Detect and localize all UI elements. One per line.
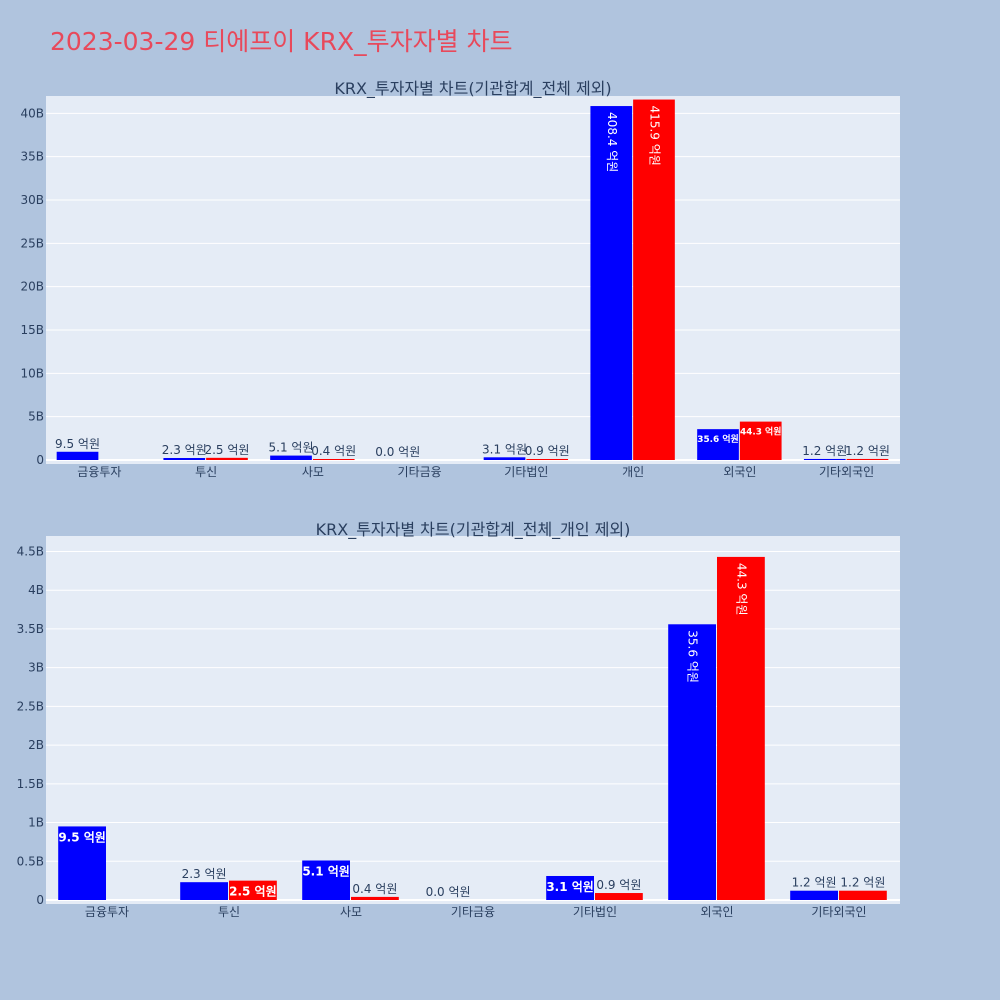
data-label: 1.2 억원	[792, 876, 837, 890]
x-tick-label: 기타법인	[504, 465, 548, 479]
y-tick-label: 1.5B	[17, 777, 44, 791]
bar	[546, 875, 594, 900]
chart-2: 0 0.5B 1B 1.5B 2B 2.5B 3B 3.5B 4B 4.5B KRX_투자자별 차트…	[17, 520, 900, 919]
x-tick-label: 기타외국인	[819, 465, 874, 479]
bar	[351, 896, 399, 900]
chart-title: KRX_투자자별 차트(기관합계_전체_개인 제외)	[316, 520, 631, 540]
data-label: 5.1 억원	[269, 441, 314, 455]
data-label: 1.2 억원	[840, 876, 885, 890]
x-tick-label: 투신	[195, 465, 217, 479]
x-tick-label: 사모	[340, 905, 362, 919]
bar	[526, 459, 569, 460]
x-tick-label: 개인	[622, 465, 644, 479]
x-tick-label: 사모	[302, 465, 324, 479]
y-tick-label: 0	[36, 893, 44, 907]
bar	[163, 458, 206, 460]
y-tick-label: 15B	[20, 323, 44, 337]
y-tick-label: 4.5B	[17, 544, 44, 558]
data-label: 44.3 억원	[740, 426, 781, 438]
x-tick-label: 외국인	[723, 465, 756, 479]
y-tick-label: 2B	[28, 738, 44, 752]
y-tick-label: 10B	[20, 366, 44, 380]
page-title: 2023-03-29 티에프이 KRX_투자자별 차트	[50, 27, 513, 56]
y-tick-label: 35B	[20, 150, 44, 164]
plot-area	[46, 96, 900, 464]
data-label: 5.1 억원	[302, 865, 350, 879]
x-tick-label: 기타금융	[398, 465, 442, 479]
bar	[180, 882, 228, 900]
x-tick-label: 외국인	[700, 905, 733, 919]
y-tick-label: 5B	[28, 410, 44, 424]
data-label: 0.0 억원	[375, 445, 420, 459]
data-label: 0.4 억원	[352, 882, 397, 896]
bar	[839, 890, 887, 900]
y-tick-label: 0	[36, 453, 44, 467]
bar	[312, 459, 355, 460]
bar	[206, 457, 248, 460]
bar	[270, 455, 312, 460]
data-label: 0.4 억원	[311, 444, 356, 458]
bar	[56, 451, 99, 460]
data-label: 9.5 억원	[55, 437, 100, 451]
y-tick-label: 40B	[20, 106, 44, 120]
bar	[790, 890, 838, 900]
data-label: 9.5 억원	[58, 830, 106, 844]
x-tick-label: 기타법인	[573, 905, 617, 919]
bar	[668, 624, 716, 900]
data-label: 408.4 억원	[605, 112, 619, 172]
chart-title: KRX_투자자별 차트(기관합계_전체 제외)	[334, 79, 611, 99]
bar	[846, 458, 889, 460]
y-tick-label: 1B	[28, 816, 44, 830]
bar	[483, 457, 526, 460]
data-label: 35.6 억원	[697, 433, 738, 445]
data-label: 44.3 억원	[734, 563, 748, 616]
y-tick-label: 2.5B	[17, 699, 44, 713]
bar	[58, 826, 106, 900]
data-label: 3.1 억원	[482, 442, 527, 456]
data-label: 0.0 억원	[426, 885, 471, 899]
plot-area	[46, 536, 900, 904]
data-label: 1.2 억원	[802, 444, 847, 458]
y-tick-label: 30B	[20, 193, 44, 207]
y-tick-label: 25B	[20, 236, 44, 250]
y-tick-label: 3.5B	[17, 622, 44, 636]
x-tick-label: 기타금융	[451, 905, 495, 919]
bar	[739, 421, 782, 460]
y-tick-label: 20B	[20, 280, 44, 294]
x-tick-label: 기타외국인	[811, 905, 866, 919]
data-label: 1.2 억원	[845, 444, 890, 458]
data-label: 2.3 억원	[162, 443, 207, 457]
bar	[590, 106, 633, 460]
data-label: 2.5 억원	[204, 443, 249, 457]
bar	[229, 880, 277, 900]
y-tick-label: 0.5B	[17, 854, 44, 868]
bar	[633, 99, 675, 460]
data-label: 2.5 억원	[229, 885, 277, 899]
data-label: 0.9 억원	[525, 444, 570, 458]
bar	[803, 458, 846, 460]
bar	[302, 860, 350, 900]
y-tick-label: 3B	[28, 661, 44, 675]
x-tick-label: 투신	[218, 905, 240, 919]
data-label: 2.3 억원	[182, 867, 227, 881]
data-label: 35.6 억원	[686, 630, 700, 683]
data-label: 0.9 억원	[596, 878, 641, 892]
data-label: 3.1 억원	[546, 880, 594, 894]
data-label: 415.9 억원	[647, 106, 661, 166]
y-tick-label: 4B	[28, 583, 44, 597]
chart-1: 0 5B 10B 15B 20B 25B 30B 35B 40B KRX_투자자별 차트(기관합계…	[20, 79, 900, 479]
bar	[717, 556, 765, 900]
bar	[595, 893, 643, 900]
x-tick-label: 금융투자	[85, 905, 129, 919]
x-tick-label: 금융투자	[77, 465, 121, 479]
bar	[697, 429, 739, 460]
